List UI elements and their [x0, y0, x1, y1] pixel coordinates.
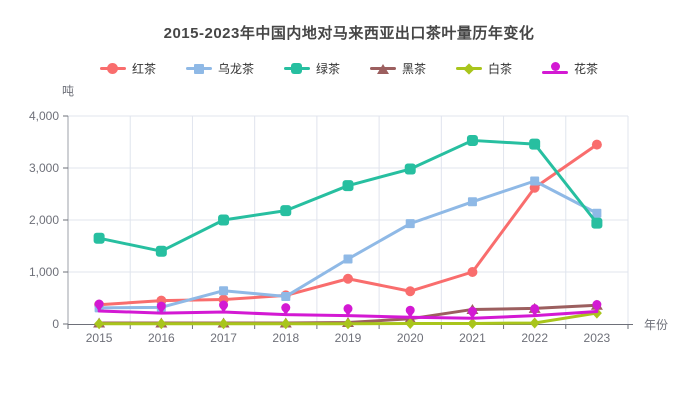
x-axis-tick-label: 2017	[210, 331, 237, 345]
data-point-marker	[591, 217, 603, 229]
roundRect-legend-marker-icon	[283, 62, 310, 76]
chart-title: 2015-2023年中国内地对马来西亚出口茶叶量历年变化	[163, 25, 535, 42]
x-axis-tick-label: 2021	[459, 331, 486, 345]
x-axis-unit-label: 年份	[644, 318, 668, 332]
data-point-marker	[345, 311, 351, 317]
x-axis-tick-label: 2020	[397, 331, 424, 345]
x-axis-tick-label: 2019	[335, 331, 362, 345]
data-point-marker	[218, 214, 230, 226]
data-point-marker	[404, 163, 416, 175]
y-axis-tick-label: 3,000	[29, 161, 59, 175]
legend-item-label: 花茶	[574, 62, 599, 76]
x-axis-tick-label: 2016	[148, 331, 175, 345]
legend-item-label: 白茶	[488, 62, 513, 76]
data-point-marker	[96, 307, 103, 312]
data-point-marker	[467, 267, 478, 277]
data-point-marker	[94, 299, 104, 309]
diamond-legend-marker-icon	[456, 62, 483, 76]
data-point-marker	[220, 308, 227, 314]
data-point-marker	[93, 232, 105, 244]
data-point-marker	[530, 176, 540, 186]
data-point-marker	[469, 314, 476, 320]
data-point-marker	[155, 245, 167, 257]
data-point-marker	[342, 180, 354, 192]
data-point-marker	[592, 300, 602, 310]
data-point-marker	[218, 318, 229, 330]
data-point-marker	[467, 317, 478, 329]
data-point-marker	[592, 208, 602, 218]
data-point-marker	[405, 305, 415, 315]
data-point-marker	[531, 311, 538, 317]
data-point-marker	[529, 317, 540, 329]
legend-item-label: 红茶	[131, 62, 156, 76]
data-point-marker	[591, 139, 602, 150]
data-point-marker	[94, 318, 105, 330]
legend-item[interactable]: 红茶	[99, 60, 156, 77]
data-point-marker	[343, 273, 353, 284]
legend-item-label: 绿茶	[315, 62, 340, 76]
data-point-marker	[467, 306, 477, 316]
circle-legend-marker-icon	[99, 62, 126, 76]
data-point-marker	[405, 317, 416, 329]
data-point-marker	[219, 300, 229, 310]
y-axis-tick-label: 2,000	[29, 213, 59, 227]
data-point-marker	[343, 254, 353, 264]
triangle-legend-marker-icon	[370, 62, 396, 76]
data-point-marker	[405, 219, 415, 229]
pin-legend-marker-icon	[542, 61, 569, 76]
y-axis-unit-label: 吨	[62, 84, 74, 98]
data-point-marker	[219, 286, 229, 296]
legend: 红茶 乌龙茶 绿茶 黑茶 白茶 花茶	[0, 60, 698, 77]
data-point-marker	[529, 138, 541, 150]
data-point-marker	[405, 286, 416, 297]
legend-item-label: 黑茶	[402, 62, 427, 76]
data-point-marker	[282, 310, 289, 316]
y-axis-tick-label: 4,000	[29, 109, 59, 123]
series-line	[97, 138, 599, 253]
square-legend-marker-icon	[185, 62, 212, 76]
x-axis-tick-label: 2015	[86, 331, 113, 345]
data-point-marker	[280, 318, 291, 330]
data-point-marker	[156, 301, 166, 311]
legend-item[interactable]: 黑茶	[370, 60, 426, 77]
data-point-marker	[281, 303, 291, 313]
data-point-marker	[156, 318, 167, 330]
legend-item[interactable]: 乌龙茶	[185, 60, 254, 77]
data-point-marker	[466, 134, 478, 146]
data-point-marker	[343, 304, 353, 314]
data-point-marker	[593, 307, 600, 313]
y-axis-tick-label: 1,000	[29, 265, 59, 279]
data-point-marker	[280, 205, 292, 217]
x-axis-tick-label: 2023	[584, 331, 611, 345]
y-axis-tick-label: 0	[52, 317, 59, 331]
data-point-marker	[281, 291, 291, 301]
legend-item[interactable]: 花茶	[542, 60, 598, 77]
data-point-marker	[530, 304, 540, 314]
data-point-marker	[467, 197, 477, 207]
legend-item[interactable]: 绿茶	[283, 60, 340, 77]
data-point-marker	[343, 318, 353, 330]
data-point-marker	[158, 309, 165, 315]
legend-item[interactable]: 白茶	[456, 60, 512, 77]
legend-item-label: 乌龙茶	[217, 62, 254, 76]
data-point-marker	[407, 313, 414, 319]
x-axis-tick-label: 2022	[521, 331, 548, 345]
x-axis-tick-label: 2018	[272, 331, 299, 345]
